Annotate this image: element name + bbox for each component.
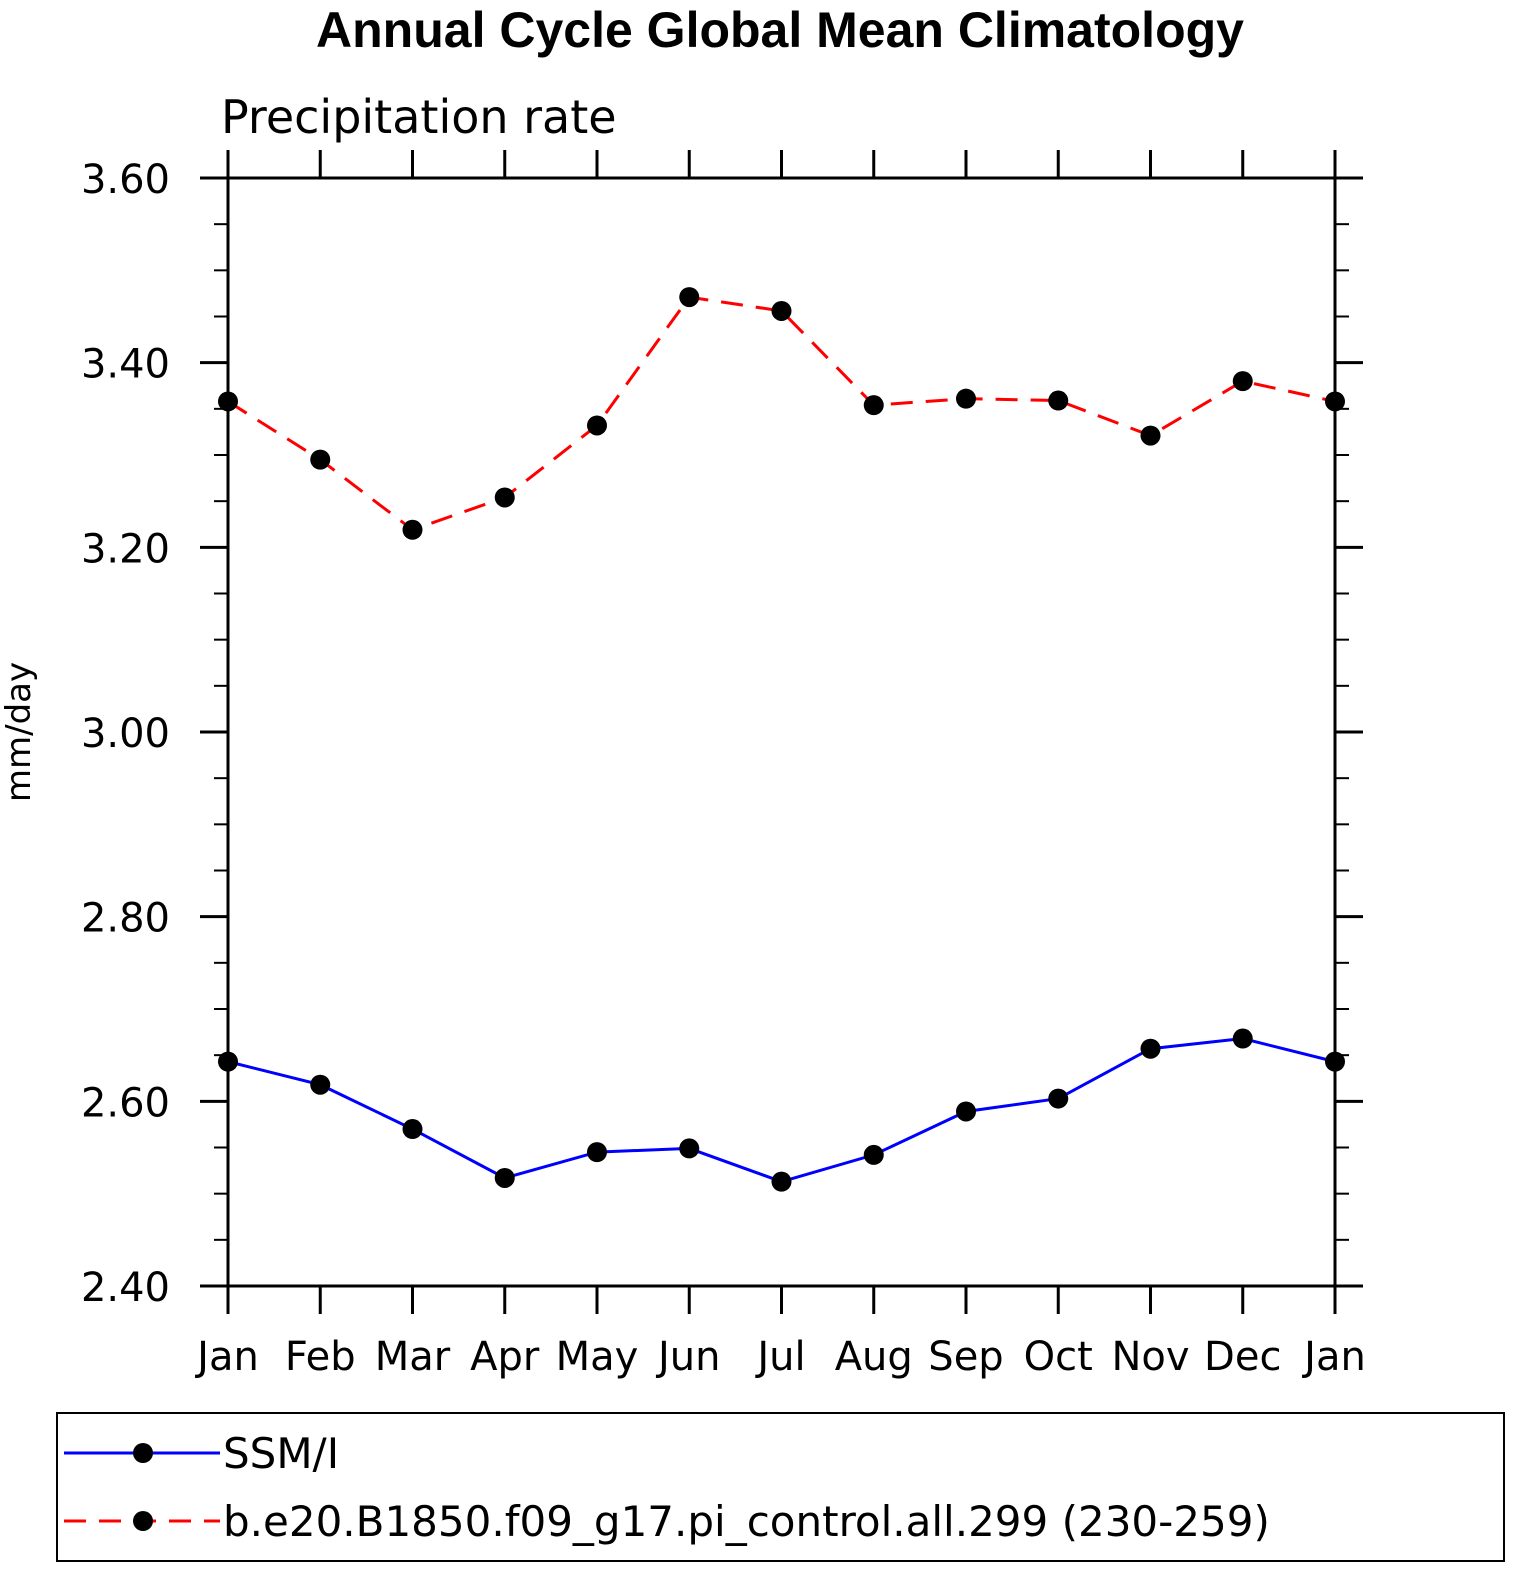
series-1-point [1140, 425, 1161, 446]
series-1-point [956, 388, 976, 409]
series-1-point [771, 300, 792, 321]
series-0-point [863, 1144, 884, 1165]
series-1-point [494, 487, 515, 508]
series-1-point [587, 415, 607, 436]
minor-ticks [214, 223, 1349, 1241]
x-tick-label: Aug [835, 1334, 913, 1380]
y-tick-label: 3.00 [81, 711, 170, 757]
series-1-point [402, 519, 423, 540]
series-line-0 [227, 1037, 1336, 1184]
legend-box [56, 1412, 1505, 1562]
y-tick-label: 3.60 [81, 157, 170, 203]
series-0-point [679, 1138, 700, 1159]
x-tick-label: Jul [754, 1334, 805, 1380]
y-tick-label: 2.60 [81, 1080, 170, 1126]
series-0-point [1048, 1088, 1069, 1109]
x-tick-label: Nov [1111, 1334, 1189, 1380]
series-0-point [956, 1101, 976, 1122]
series-1-point [310, 449, 331, 470]
y-tick-label: 2.80 [81, 896, 170, 942]
series-0-point [310, 1074, 331, 1095]
series-0-point [1325, 1051, 1345, 1072]
series-0-point [402, 1119, 423, 1140]
x-tick-label: Dec [1204, 1334, 1281, 1380]
x-tick-label: Jun [655, 1334, 721, 1380]
legend-marker-1 [133, 1511, 153, 1531]
y-axis-ticks: 2.40 2.60 2.80 3.00 3.20 3.40 3.60 [81, 157, 1363, 1311]
x-tick-label: Feb [285, 1334, 356, 1380]
series-1-point [218, 391, 238, 412]
legend-marker-0 [133, 1443, 153, 1463]
x-axis-ticks: Jan Feb Mar Apr May Jun Jul Aug Sep Oct Nov Dec Jan [194, 150, 1366, 1380]
series-1-point [1232, 371, 1253, 392]
x-tick-label: May [556, 1334, 639, 1380]
x-tick-label: Jan [194, 1334, 259, 1380]
chart-title: Annual Cycle Global Mean Climatology [316, 2, 1244, 58]
series-1-point [679, 287, 700, 308]
series-0-point [771, 1171, 792, 1192]
y-tick-label: 3.40 [81, 342, 170, 388]
series-layer [218, 287, 1345, 1192]
series-1-point [863, 395, 884, 416]
series-0-point [494, 1167, 515, 1188]
x-tick-label: Oct [1024, 1334, 1093, 1380]
chart-subtitle: Precipitation rate [221, 90, 617, 144]
series-0-point [1140, 1038, 1161, 1059]
series-1-point [1048, 390, 1069, 411]
y-tick-label: 2.40 [81, 1265, 170, 1311]
series-0-point [218, 1051, 238, 1072]
y-tick-label: 3.20 [81, 526, 170, 572]
x-tick-label: Mar [375, 1334, 451, 1380]
x-tick-label: Sep [928, 1334, 1003, 1380]
series-line-1 [227, 295, 1336, 532]
x-tick-label: Apr [470, 1334, 540, 1380]
series-1-point [1325, 391, 1345, 412]
series-0-point [587, 1142, 607, 1163]
x-tick-label: Jan [1301, 1334, 1366, 1380]
legend-label-0: SSM/I [223, 1429, 339, 1478]
legend: SSM/I b.e20.B1850.f09_g17.pi_control.all.… [64, 1429, 1270, 1546]
series-0-point [1232, 1028, 1253, 1049]
legend-label-1: b.e20.B1850.f09_g17.pi_control.all.299 (… [223, 1497, 1270, 1546]
y-axis-label: mm/day [0, 662, 39, 802]
